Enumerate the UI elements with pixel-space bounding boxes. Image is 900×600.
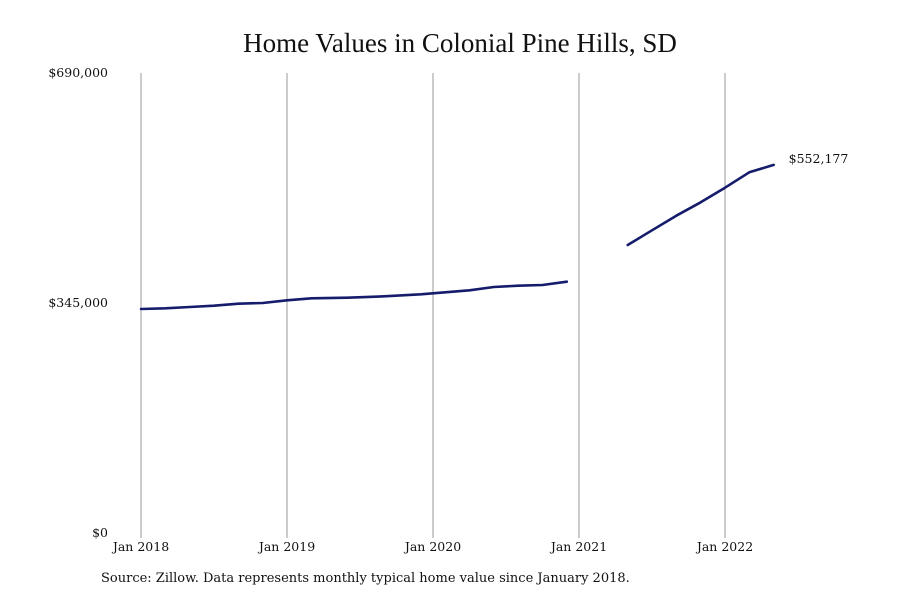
end-value-label: $552,177 bbox=[789, 151, 849, 166]
y-tick-label: $690,000 bbox=[48, 65, 108, 80]
x-tick-label: Jan 2018 bbox=[111, 539, 169, 554]
series-line-2 bbox=[626, 163, 775, 247]
x-tick-label: Jan 2022 bbox=[695, 539, 753, 554]
y-tick-label: $345,000 bbox=[48, 295, 108, 310]
x-tick-label: Jan 2021 bbox=[549, 539, 607, 554]
x-tick-label: Jan 2020 bbox=[403, 539, 461, 554]
x-tick-label: Jan 2019 bbox=[257, 539, 315, 554]
source-note: Source: Zillow. Data represents monthly … bbox=[101, 571, 630, 586]
chart-title: Home Values in Colonial Pine Hills, SD bbox=[243, 28, 677, 58]
y-tick-label: $0 bbox=[92, 525, 108, 540]
series-line-1 bbox=[139, 280, 569, 311]
